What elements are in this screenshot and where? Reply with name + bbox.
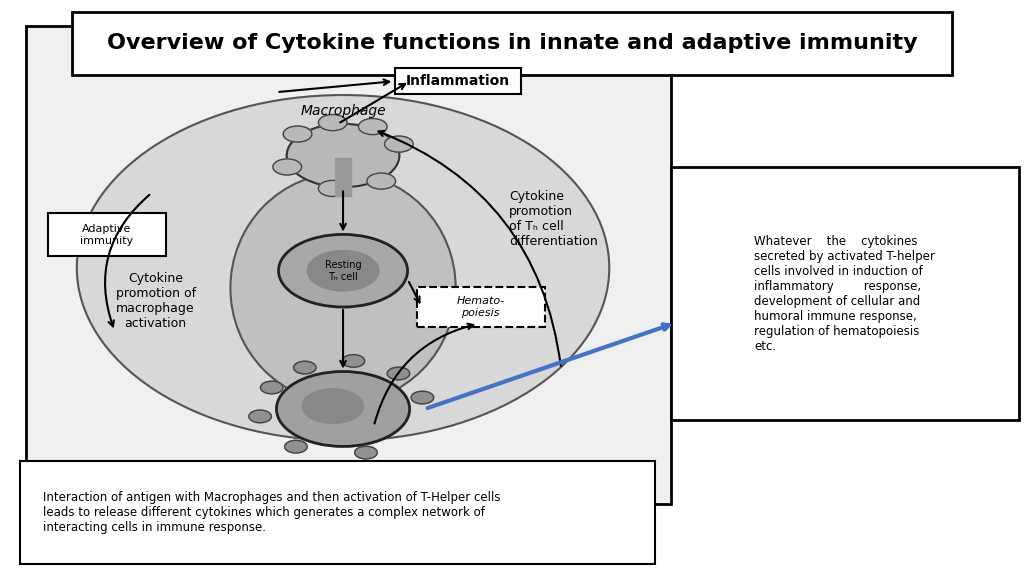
Circle shape xyxy=(285,440,307,453)
Circle shape xyxy=(342,355,365,367)
FancyBboxPatch shape xyxy=(48,213,166,256)
Circle shape xyxy=(385,136,414,152)
FancyBboxPatch shape xyxy=(72,12,952,75)
Circle shape xyxy=(294,361,316,374)
Text: Cytokine
promotion of
macrophage
activation: Cytokine promotion of macrophage activat… xyxy=(116,272,196,329)
FancyBboxPatch shape xyxy=(395,68,521,94)
Circle shape xyxy=(412,391,434,404)
Circle shape xyxy=(302,389,364,423)
FancyBboxPatch shape xyxy=(20,461,655,564)
Circle shape xyxy=(358,119,387,135)
Ellipse shape xyxy=(77,95,609,441)
Text: Interaction of antigen with Macrophages and then activation of T-Helper cells
le: Interaction of antigen with Macrophages … xyxy=(43,491,501,534)
Circle shape xyxy=(260,381,283,394)
Ellipse shape xyxy=(230,173,456,403)
Circle shape xyxy=(284,126,312,142)
Text: Overview of Cytokine functions in innate and adaptive immunity: Overview of Cytokine functions in innate… xyxy=(106,33,918,53)
FancyBboxPatch shape xyxy=(671,167,1019,420)
Text: Cytokine
promotion
of Tₕ cell
differentiation: Cytokine promotion of Tₕ cell differenti… xyxy=(509,190,598,248)
FancyBboxPatch shape xyxy=(417,287,545,327)
Text: Inflammation: Inflammation xyxy=(407,74,510,88)
Text: Hemato-
poiesis: Hemato- poiesis xyxy=(457,296,505,318)
Circle shape xyxy=(276,372,410,446)
Text: Macrophage: Macrophage xyxy=(300,104,386,118)
Circle shape xyxy=(367,173,395,189)
Circle shape xyxy=(287,124,399,187)
Text: Resting
Tₕ cell: Resting Tₕ cell xyxy=(325,260,361,282)
Circle shape xyxy=(307,251,379,291)
Bar xyxy=(335,158,351,196)
Circle shape xyxy=(387,367,410,380)
Circle shape xyxy=(318,115,347,131)
Circle shape xyxy=(318,180,347,196)
Circle shape xyxy=(272,159,301,175)
Text: Adaptive
immunity: Adaptive immunity xyxy=(80,224,134,245)
Circle shape xyxy=(249,410,271,423)
Circle shape xyxy=(279,234,408,307)
Circle shape xyxy=(354,446,377,459)
Text: Whatever    the    cytokines
secreted by activated T-helper
cells involved in in: Whatever the cytokines secreted by activ… xyxy=(755,235,935,353)
FancyBboxPatch shape xyxy=(26,26,671,504)
